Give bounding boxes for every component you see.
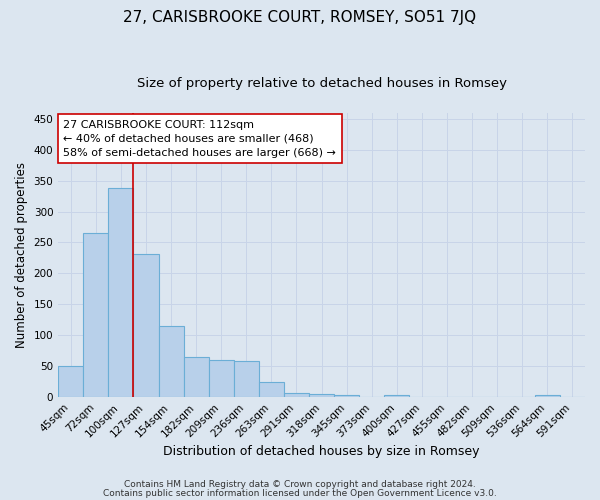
Bar: [334, 394, 359, 397]
Text: Contains HM Land Registry data © Crown copyright and database right 2024.: Contains HM Land Registry data © Crown c…: [124, 480, 476, 489]
Text: 27, CARISBROOKE COURT, ROMSEY, SO51 7JQ: 27, CARISBROOKE COURT, ROMSEY, SO51 7JQ: [124, 10, 476, 25]
Bar: [83, 233, 109, 397]
Bar: [109, 188, 133, 397]
Bar: [284, 393, 309, 397]
Title: Size of property relative to detached houses in Romsey: Size of property relative to detached ho…: [137, 78, 506, 90]
X-axis label: Distribution of detached houses by size in Romsey: Distribution of detached houses by size …: [163, 444, 480, 458]
Text: Contains public sector information licensed under the Open Government Licence v3: Contains public sector information licen…: [103, 488, 497, 498]
Bar: [259, 382, 284, 397]
Bar: [58, 366, 83, 397]
Text: 27 CARISBROOKE COURT: 112sqm
← 40% of detached houses are smaller (468)
58% of s: 27 CARISBROOKE COURT: 112sqm ← 40% of de…: [64, 120, 337, 158]
Y-axis label: Number of detached properties: Number of detached properties: [15, 162, 28, 348]
Bar: [158, 326, 184, 397]
Bar: [309, 394, 334, 397]
Bar: [234, 362, 259, 397]
Bar: [385, 394, 409, 397]
Bar: [184, 357, 209, 397]
Bar: [133, 254, 158, 397]
Bar: [535, 394, 560, 397]
Bar: [209, 360, 234, 397]
